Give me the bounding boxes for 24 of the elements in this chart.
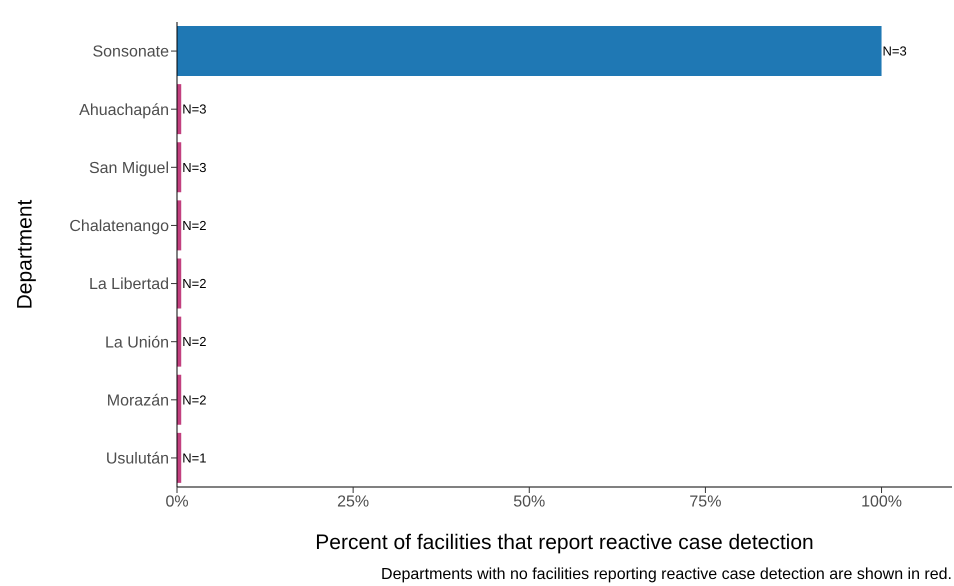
annotation: N=1	[182, 450, 206, 466]
x-tick-label: 0%	[165, 493, 189, 510]
x-tick-label: 75%	[689, 493, 722, 510]
annotation: N=3	[882, 44, 907, 59]
y-tick-label: La Unión	[104, 334, 169, 352]
y-tick-label: San Miguel	[88, 160, 169, 177]
x-tick-label: 50%	[513, 493, 546, 510]
annotation: N=2	[182, 276, 206, 292]
annotation: N=2	[182, 392, 206, 408]
y-tick-label: La Libertad	[88, 276, 169, 294]
y-tick-label: Usulután	[106, 450, 169, 468]
y-tick-label: Morazán	[106, 392, 169, 410]
x-tick-label: 100%	[861, 493, 902, 510]
y-axis-title: Department	[13, 199, 36, 310]
text: Departments with no facilities reporting reactive case detection are shown in red.	[380, 566, 952, 584]
x-tick-label: 25%	[337, 493, 370, 510]
annotation: N=2	[182, 334, 206, 350]
y-tick-label: Chalatenango	[69, 218, 170, 236]
y-tick-label: Sonsonate	[92, 44, 170, 61]
x-axis-title: Percent of facilities that report reactive case detection	[315, 531, 814, 554]
y-tick-label: Ahuachapán	[79, 102, 169, 119]
annotation: N=2	[182, 218, 206, 233]
annotation: N=3	[182, 160, 206, 175]
annotation: N=3	[182, 102, 206, 117]
